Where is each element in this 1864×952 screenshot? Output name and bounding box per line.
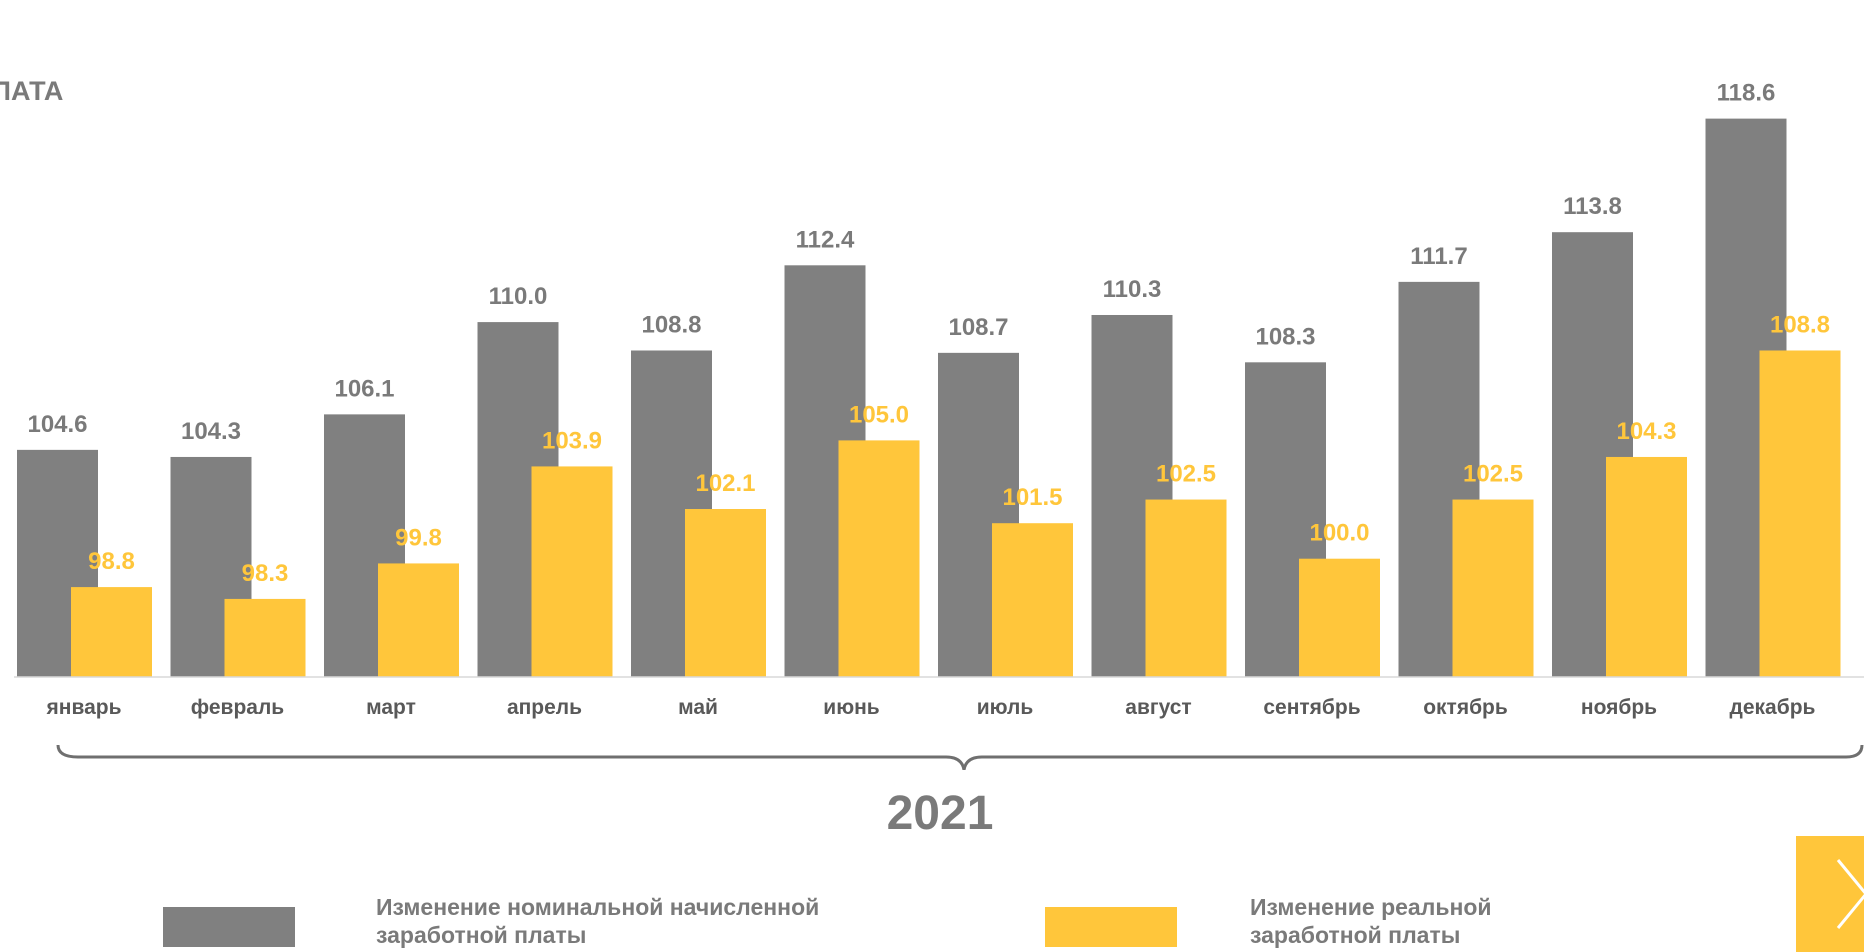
bar-real [1759, 350, 1841, 677]
data-label-nominal: 111.7 [1410, 243, 1467, 270]
x-tick-label: июль [977, 696, 1034, 719]
bar-real [531, 466, 613, 677]
bar-real [1606, 456, 1687, 677]
data-label-nominal: 113.8 [1563, 193, 1622, 220]
bar-real [838, 440, 920, 677]
x-tick-label: июнь [823, 696, 880, 719]
data-label-nominal: 110.0 [489, 283, 548, 310]
data-label-real: 102.1 [695, 470, 755, 497]
data-label-nominal: 104.6 [27, 411, 87, 438]
data-label-real: 98.8 [88, 548, 135, 575]
legend-swatch-real [1045, 907, 1177, 947]
data-label-nominal: 108.8 [641, 311, 701, 338]
data-label-real: 104.3 [1616, 418, 1676, 445]
bar-real [685, 509, 766, 677]
data-label-nominal: 104.3 [181, 418, 241, 445]
x-tick-label: январь [46, 696, 122, 719]
bar-real [378, 563, 459, 677]
bar-real [1145, 499, 1227, 677]
data-label-real: 102.5 [1156, 461, 1216, 488]
x-tick-label: февраль [191, 696, 285, 719]
data-label-nominal: 106.1 [334, 375, 394, 402]
x-tick-label: март [366, 696, 416, 719]
data-label-nominal: 112.4 [796, 226, 855, 253]
data-label-nominal: 108.7 [948, 314, 1008, 341]
page-title: ЛАТА [0, 76, 64, 106]
data-label-nominal: 118.6 [1717, 80, 1776, 107]
data-label-real: 98.3 [242, 560, 289, 587]
legend-label-nominal: Изменение номинальной начисленной зарабо… [376, 894, 820, 948]
data-label-real: 101.5 [1002, 484, 1062, 511]
year-label-text: 2021 [886, 787, 994, 840]
year-bracket [56, 744, 1864, 770]
bar-real [1452, 499, 1534, 677]
x-tick-label: ноябрь [1581, 696, 1657, 719]
data-label-real: 100.0 [1309, 520, 1369, 547]
data-label-real: 108.8 [1770, 311, 1830, 338]
data-label-real: 103.9 [542, 427, 602, 454]
x-tick-label: май [678, 696, 718, 719]
legend-swatch-nominal [163, 907, 295, 947]
data-label-nominal: 108.3 [1255, 323, 1315, 350]
bar-real [1299, 558, 1380, 677]
legend-label-real: Изменение реальной заработной платы [1250, 894, 1492, 948]
data-label-nominal: 110.3 [1103, 276, 1162, 303]
x-tick-label: декабрь [1730, 696, 1816, 719]
chevron-right-icon [1836, 859, 1864, 929]
x-tick-label: октябрь [1423, 696, 1508, 719]
bar-real [71, 587, 152, 677]
x-tick-label: апрель [507, 696, 582, 719]
bar-real [224, 598, 306, 677]
x-tick-label: сентябрь [1263, 696, 1360, 719]
data-label-real: 105.0 [849, 401, 909, 428]
next-slide-button[interactable] [1796, 836, 1864, 952]
bar-real [992, 523, 1073, 677]
data-label-real: 102.5 [1463, 461, 1523, 488]
bar-chart: 104.6 98.8 январь 104.3 98.3 февраль 106.1 99.8… [14, 80, 1864, 770]
data-label-real: 99.8 [395, 524, 442, 551]
x-tick-label: август [1125, 696, 1191, 719]
